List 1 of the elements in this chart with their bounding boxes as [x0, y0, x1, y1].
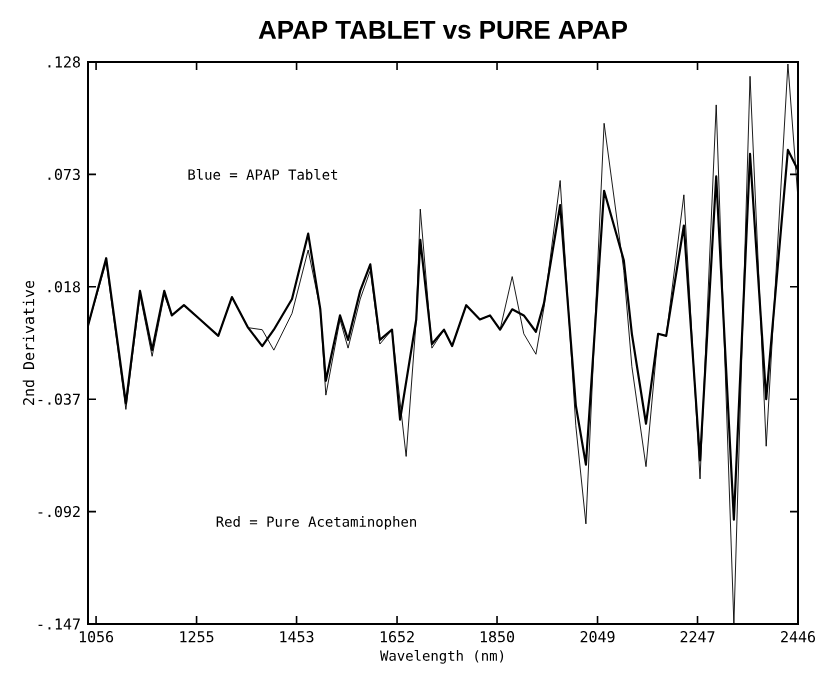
chart-title: APAP TABLET vs PURE APAP	[258, 20, 628, 39]
